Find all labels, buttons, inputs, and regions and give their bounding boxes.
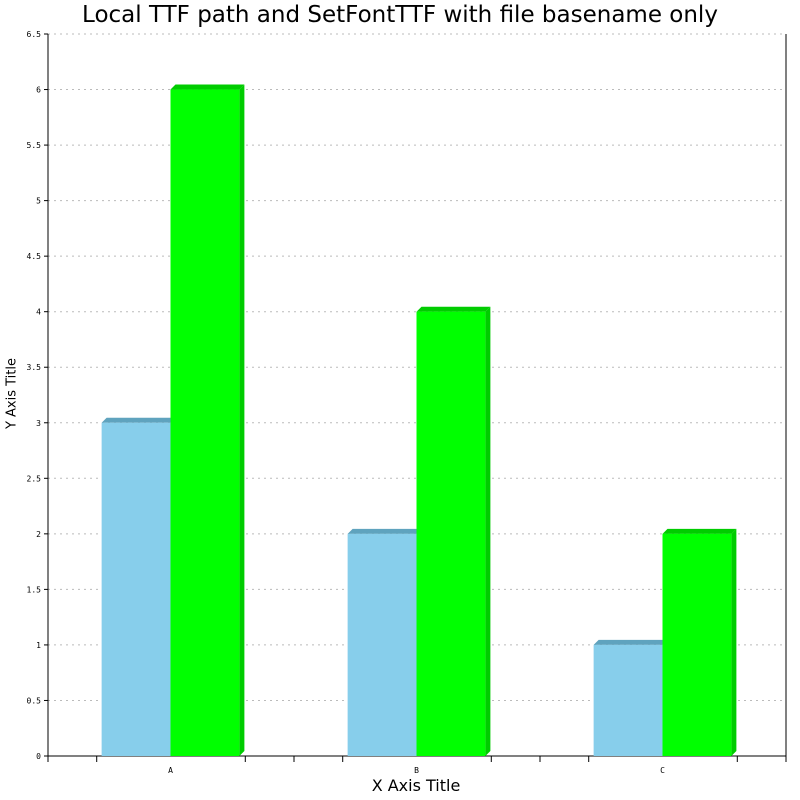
y-tick-label: 4 — [36, 308, 41, 317]
y-tick-label: 2 — [36, 530, 41, 539]
y-tick-label: 6 — [36, 86, 41, 95]
bar-top — [347, 528, 422, 534]
bar — [101, 422, 171, 756]
y-tick-label: 1 — [36, 641, 41, 650]
x-tick-label: C — [660, 766, 665, 775]
y-tick-label: 0.5 — [27, 696, 42, 705]
x-tick-label: A — [168, 766, 173, 775]
bar-side — [485, 306, 491, 756]
y-tick-label: 1.5 — [27, 585, 42, 594]
bar-top — [170, 84, 245, 90]
y-tick-label: 0 — [36, 752, 41, 761]
bar-side — [239, 84, 245, 757]
bar-top — [593, 639, 668, 645]
y-tick-label: 4.5 — [27, 252, 42, 261]
bar — [170, 89, 240, 757]
y-tick-label: 6.5 — [27, 30, 42, 39]
y-tick-label: 3.5 — [27, 363, 42, 372]
bar-top — [101, 417, 176, 423]
bar — [347, 533, 417, 756]
x-tick-label: B — [414, 766, 419, 775]
bar-top — [662, 528, 737, 534]
bar-top — [416, 306, 491, 312]
chart-title: Local TTF path and SetFontTTF with file … — [82, 2, 718, 28]
y-tick-label: 3 — [36, 419, 41, 428]
bar — [416, 311, 486, 756]
bar — [662, 533, 732, 756]
bar-side — [731, 528, 737, 756]
x-axis-title: X Axis Title — [371, 776, 461, 795]
y-tick-label: 5.5 — [27, 141, 42, 150]
y-tick-label: 2.5 — [27, 474, 42, 483]
y-tick-label: 5 — [36, 197, 41, 206]
bar — [593, 644, 663, 756]
